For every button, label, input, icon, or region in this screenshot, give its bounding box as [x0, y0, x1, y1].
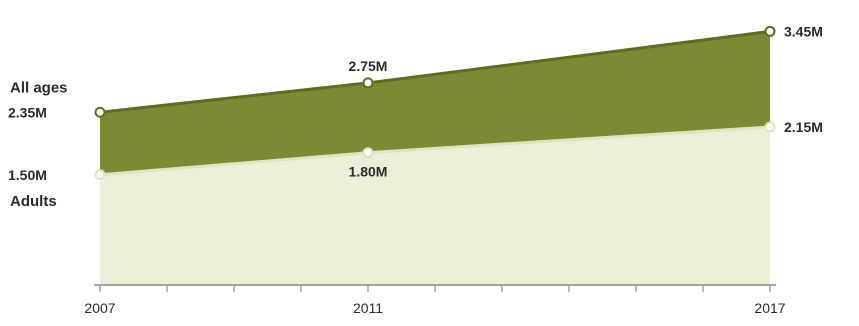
adults-value-label: 2.15M	[784, 119, 823, 135]
all-ages-value-label: 2.35M	[8, 104, 47, 120]
all-ages-point	[362, 77, 374, 89]
all-ages-value-label: 2.75M	[349, 58, 388, 74]
adults-series-name: Adults	[10, 193, 57, 210]
all-ages-point	[94, 106, 106, 118]
data-points	[94, 25, 776, 181]
x-axis: 2007 2011 2017	[84, 284, 786, 316]
x-tick-label: 2017	[754, 300, 785, 316]
x-tick-label: 2011	[353, 300, 383, 316]
adults-area	[100, 126, 770, 285]
all-ages-point	[764, 25, 776, 37]
x-tick-label: 2007	[84, 300, 115, 316]
adults-value-label: 1.80M	[349, 164, 388, 180]
chart-areas	[99, 29, 771, 285]
all-ages-value-label: 3.45M	[784, 23, 823, 39]
adults-point	[764, 121, 776, 133]
all-ages-series-name: All ages	[10, 79, 68, 96]
adults-value-label: 1.50M	[8, 167, 47, 183]
adults-point	[94, 169, 106, 181]
chart-labels: 2.35M 2.75M 3.45M 1.50M 1.80M 2.15M All ages Ad…	[8, 23, 823, 209]
all-ages-area	[100, 31, 770, 175]
adults-point	[362, 147, 374, 159]
